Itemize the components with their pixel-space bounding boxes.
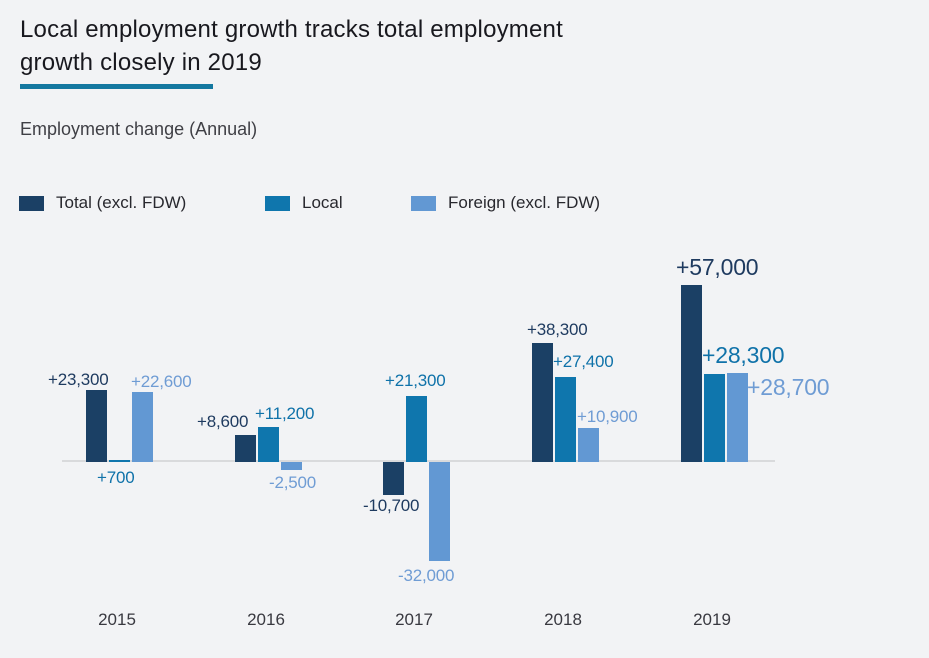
bar-2018-total-excl-fdw [532,343,553,462]
x-axis-label-2019: 2019 [693,610,731,629]
bar-value-label-2018-total-excl-fdw: +38,300 [527,320,588,339]
legend-swatch-foreign [411,195,436,211]
bar-value-label-2017-local: +21,300 [385,371,446,390]
bar-2016-total-excl-fdw [235,435,256,462]
bar-value-label-2018-local: +27,400 [553,352,614,371]
bar-value-label-2016-local: +11,200 [255,404,315,423]
page-title: Local employment growth tracks total emp… [20,13,563,79]
bar-value-label-2018-foreign-excl-fdw: +10,900 [577,407,638,426]
legend-swatch-local [265,195,290,211]
bar-value-label-2019-foreign-excl-fdw: +28,700 [747,374,830,400]
bar-2019-total-excl-fdw [681,285,702,462]
bar-value-label-2016-foreign-excl-fdw: -2,500 [269,473,317,492]
bar-2015-total-excl-fdw [86,390,107,462]
bar-2015-foreign-excl-fdw [132,392,153,462]
bar-value-label-2015-foreign-excl-fdw: +22,600 [131,372,192,391]
legend-swatch-total [19,195,44,211]
bar-2015-local [109,460,130,462]
bar-2019-foreign-excl-fdw [727,373,748,462]
legend-item-foreign: Foreign (excl. FDW) [411,193,600,213]
bar-value-label-2019-total-excl-fdw: +57,000 [676,254,759,280]
legend-item-local: Local [265,193,343,213]
page-title-line1: Local employment growth tracks total emp… [20,16,563,43]
bar-value-label-2016-total-excl-fdw: +8,600 [197,412,249,431]
x-axis-label-2018: 2018 [544,610,582,629]
chart-subtitle: Employment change (Annual) [20,119,258,139]
bar-value-label-2017-foreign-excl-fdw: -32,000 [398,566,455,585]
legend-label-total: Total (excl. FDW) [56,193,187,212]
legend-item-total: Total (excl. FDW) [19,193,186,213]
bar-value-label-2015-total-excl-fdw: +23,300 [48,370,109,389]
legend-label-foreign: Foreign (excl. FDW) [448,193,601,212]
bar-2018-local [555,377,576,462]
bar-value-label-2019-local: +28,300 [702,342,785,368]
bar-2018-foreign-excl-fdw [578,428,599,462]
bar-2016-local [258,427,279,462]
x-axis-label-2017: 2017 [395,610,433,629]
bar-2017-local [406,396,427,462]
bar-2019-local [704,374,725,462]
bar-value-label-2015-local: +700 [97,468,135,487]
page-title-line2: growth closely in 2019 [20,49,262,76]
bar-value-label-2017-total-excl-fdw: -10,700 [363,496,420,515]
legend-label-local: Local [302,193,343,212]
x-axis-label-2015: 2015 [98,610,136,629]
title-underline [20,84,213,89]
bar-2016-foreign-excl-fdw [281,462,302,470]
bar-2017-foreign-excl-fdw [429,462,450,561]
x-axis-label-2016: 2016 [247,610,285,629]
bar-2017-total-excl-fdw [383,462,404,495]
